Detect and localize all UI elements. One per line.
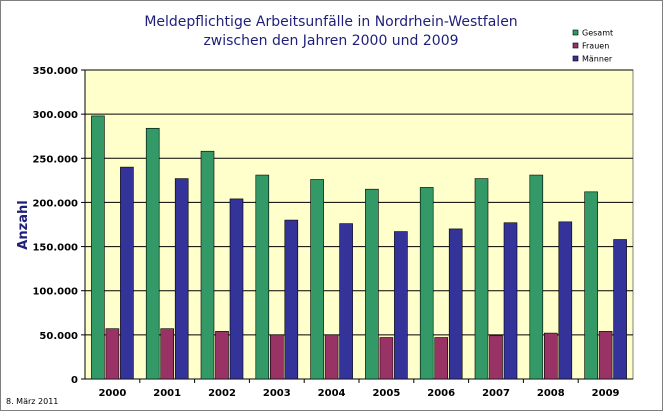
bar-männer-2008 [558,221,573,380]
y-tick-label: 100.000 [32,287,78,298]
plot-area: 0 50.000 100.000 150.000 200.000 250.000 300.0… [32,66,634,399]
x-tick-label: 2007 [482,388,510,399]
bar-frauen-2008 [543,332,558,380]
bar-gesamt-2009 [584,191,598,380]
bar-männer-2007 [503,222,518,380]
bar-männer-2003 [284,219,299,380]
bar-frauen-2006 [434,337,449,380]
bar-männer-2004 [339,223,353,380]
bar-gesamt-2000 [91,115,105,380]
legend-swatch-männer [572,55,579,62]
bar-gesamt-2006 [419,187,434,380]
bar-frauen-2005 [379,337,394,380]
x-tick-label: 2009 [592,388,620,399]
bar-gesamt-2007 [474,178,489,380]
x-tick-label: 2002 [208,388,236,399]
bar-männer-2000 [120,166,134,380]
bar-männer-2002 [229,198,244,380]
bar-frauen-2001 [160,328,174,380]
y-tick-label: 250.000 [32,154,78,165]
chart-title-line1: Meldepflichtige Arbeitsunfälle in Nordrh… [144,14,517,30]
bar-männer-2009 [613,239,627,380]
y-tick-label: 350.000 [32,66,78,77]
footnote-date: 8. März 2011 [6,397,58,406]
bar-frauen-2009 [598,331,613,380]
legend-swatch-gesamt [572,29,579,36]
x-tick-label: 2008 [537,388,565,399]
bar-gesamt-2003 [255,174,270,380]
legend-label-frauen: Frauen [582,42,609,51]
bar-gesamt-2001 [145,127,160,380]
y-tick-label: 150.000 [32,243,78,254]
bar-männer-2005 [394,231,408,380]
bar-männer-2006 [448,228,463,380]
y-tick-label: 0 [71,375,78,386]
legend: Gesamt Frauen Männer [572,29,613,64]
bar-frauen-2000 [105,328,120,380]
bar-gesamt-2004 [310,179,324,380]
bar-frauen-2003 [269,334,284,380]
legend-label-gesamt: Gesamt [582,29,613,38]
x-tick-label: 2001 [153,388,181,399]
legend-label-männer: Männer [582,55,613,64]
bar-gesamt-2008 [529,174,544,380]
x-tick-label: 2006 [427,388,455,399]
y-tick-label: 200.000 [32,198,78,209]
bar-frauen-2002 [215,331,229,380]
x-tick-label: 2000 [98,388,126,399]
y-tick-label: 50.000 [39,331,78,342]
chart-title-line2: zwischen den Jahren 2000 und 2009 [203,33,458,49]
y-axis-label: Anzahl [16,200,31,249]
legend-swatch-frauen [572,42,579,49]
x-tick-label: 2003 [263,388,291,399]
bar-frauen-2007 [489,335,503,380]
bar-gesamt-2005 [365,188,379,380]
bar-frauen-2004 [324,334,339,380]
x-tick-label: 2005 [372,388,400,399]
x-tick-label: 2004 [318,388,346,399]
bar-männer-2001 [174,178,189,380]
bar-gesamt-2002 [200,150,215,380]
y-tick-label: 300.000 [32,110,78,121]
